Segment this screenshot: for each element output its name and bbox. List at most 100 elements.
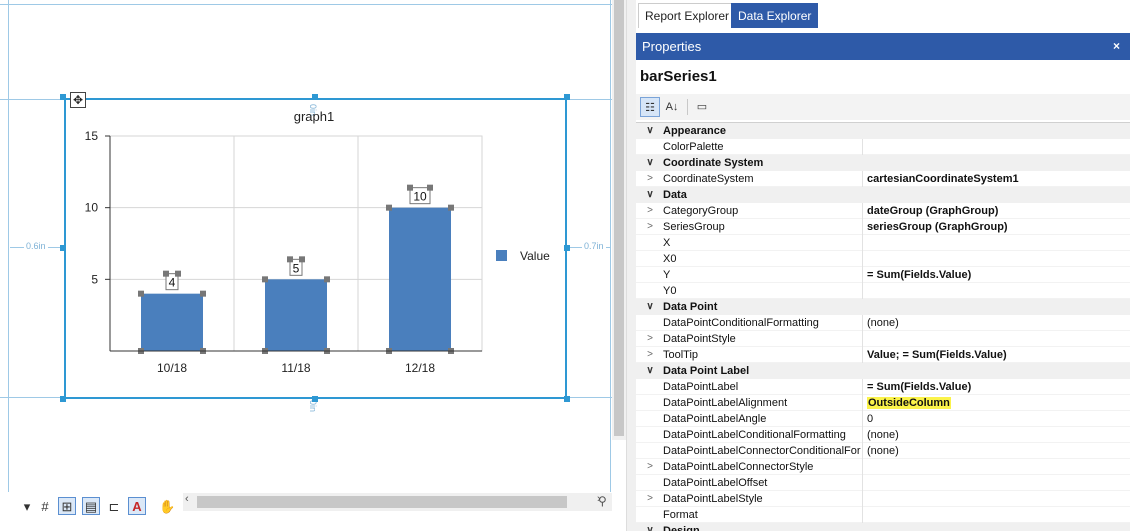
property-row[interactable]: > DataPointStyle	[636, 331, 1130, 347]
dropdown-arrow-icon[interactable]: ▾	[23, 499, 31, 514]
scroll-left-icon[interactable]: ‹	[185, 493, 189, 505]
vertical-scrollbar[interactable]	[612, 0, 626, 440]
property-row[interactable]: > SeriesGroup seriesGroup (GraphGroup)	[636, 219, 1130, 235]
chevron-right-icon[interactable]: >	[647, 173, 653, 184]
panel-splitter[interactable]	[626, 0, 636, 531]
resize-handle-s[interactable]	[312, 396, 318, 402]
property-value[interactable]	[862, 459, 1130, 475]
property-row[interactable]: > DataPointLabelConnectorStyle	[636, 459, 1130, 475]
property-value[interactable]: = Sum(Fields.Value)	[862, 267, 1130, 283]
chevron-down-icon[interactable]: ∨	[646, 157, 654, 168]
property-name: DataPointConditionalFormatting	[663, 317, 819, 329]
property-row[interactable]: Format	[636, 507, 1130, 523]
tab-report-explorer[interactable]: Report Explorer	[638, 3, 737, 28]
report-header-icon[interactable]: ▤	[82, 497, 100, 515]
property-value[interactable]: (none)	[862, 427, 1130, 443]
property-pages-icon[interactable]: ▭	[696, 101, 708, 113]
resize-handle-ne[interactable]	[564, 94, 570, 100]
move-icon[interactable]: ✥	[70, 92, 86, 108]
property-value[interactable]	[862, 491, 1130, 507]
label-selection-handle	[427, 184, 433, 191]
resize-handle-w[interactable]	[60, 245, 66, 251]
property-value[interactable]: OutsideColumn	[862, 395, 1130, 411]
property-row[interactable]: > CategoryGroup dateGroup (GraphGroup)	[636, 203, 1130, 219]
hand-pan-icon[interactable]: ✋	[159, 499, 176, 514]
property-row[interactable]: DataPointLabelAngle 0	[636, 411, 1130, 427]
chevron-right-icon[interactable]: >	[647, 333, 653, 344]
property-value[interactable]: = Sum(Fields.Value)	[862, 379, 1130, 395]
snap-to-grid-icon[interactable]: ⊞	[58, 497, 76, 515]
property-category[interactable]: ∨ Data	[636, 187, 1130, 203]
property-row[interactable]: DataPointLabelConnectorConditionalForm (n…	[636, 443, 1130, 459]
property-row[interactable]: X0	[636, 251, 1130, 267]
property-value[interactable]	[862, 507, 1130, 523]
zoom-icon[interactable]: ⚲	[598, 494, 607, 508]
chevron-down-icon[interactable]: ∨	[646, 301, 654, 312]
property-value[interactable]: cartesianCoordinateSystem1	[862, 171, 1130, 187]
property-value[interactable]	[862, 475, 1130, 491]
property-value[interactable]: dateGroup (GraphGroup)	[862, 203, 1130, 219]
property-name: Data Point Label	[663, 365, 750, 377]
chevron-down-icon[interactable]: ∨	[646, 365, 654, 376]
property-category[interactable]: ∨ Coordinate System	[636, 155, 1130, 171]
property-row[interactable]: DataPointLabelAlignment OutsideColumn	[636, 395, 1130, 411]
resize-handle-se[interactable]	[564, 396, 570, 402]
legend-label: Value	[520, 249, 550, 263]
chevron-right-icon[interactable]: >	[647, 349, 653, 360]
horizontal-scroll-thumb[interactable]	[197, 496, 567, 508]
property-row[interactable]: X	[636, 235, 1130, 251]
property-value[interactable]: 0	[862, 411, 1130, 427]
chevron-right-icon[interactable]: >	[647, 221, 653, 232]
property-row[interactable]: Y0	[636, 283, 1130, 299]
property-row[interactable]: Y = Sum(Fields.Value)	[636, 267, 1130, 283]
chevron-right-icon[interactable]: >	[647, 461, 653, 472]
properties-title: Properties	[642, 39, 702, 54]
property-category[interactable]: ∨ Data Point Label	[636, 363, 1130, 379]
property-value[interactable]	[862, 283, 1130, 299]
close-icon[interactable]: ×	[1112, 39, 1120, 53]
property-value[interactable]: (none)	[862, 443, 1130, 459]
property-value[interactable]: (none)	[862, 315, 1130, 331]
resize-handle-n[interactable]	[312, 94, 318, 100]
chevron-right-icon[interactable]: >	[647, 205, 653, 216]
property-value[interactable]: seriesGroup (GraphGroup)	[862, 219, 1130, 235]
property-row[interactable]: DataPointLabelOffset	[636, 475, 1130, 491]
report-designer-canvas[interactable]: 0.6in 0.7in 0in 0in ✥ graph1 4 5 10 5 10 15 1…	[0, 0, 612, 531]
grid-icon[interactable]: #	[41, 499, 49, 514]
resize-handle-sw[interactable]	[60, 396, 66, 402]
property-row[interactable]: > ToolTip Value; = Sum(Fields.Value)	[636, 347, 1130, 363]
chevron-down-icon[interactable]: ∨	[646, 125, 654, 136]
property-value[interactable]: Value; = Sum(Fields.Value)	[862, 347, 1130, 363]
property-row[interactable]: DataPointLabelConditionalFormatting (none…	[636, 427, 1130, 443]
chevron-down-icon[interactable]: ∨	[646, 189, 654, 200]
property-grid: ∨ Appearance ColorPalette ∨ Coordinate Syste…	[636, 122, 1130, 531]
property-category[interactable]: ∨ Appearance	[636, 123, 1130, 139]
property-name: Design	[663, 525, 700, 531]
text-format-icon[interactable]: A	[128, 497, 146, 515]
property-row[interactable]: ColorPalette	[636, 139, 1130, 155]
vertical-scroll-thumb[interactable]	[614, 0, 624, 436]
property-name: ToolTip	[663, 349, 699, 361]
property-category[interactable]: ∨ Design	[636, 523, 1130, 531]
property-value[interactable]	[862, 235, 1130, 251]
horizontal-scrollbar[interactable]: ‹ ›	[183, 493, 612, 511]
chevron-right-icon[interactable]: >	[647, 493, 653, 504]
property-category[interactable]: ∨ Data Point	[636, 299, 1130, 315]
property-value[interactable]	[862, 251, 1130, 267]
resize-handle-e[interactable]	[564, 245, 570, 251]
x-tick-label: 12/18	[405, 361, 435, 375]
ruler-icon[interactable]: ⊏	[108, 499, 120, 514]
property-row[interactable]: > CoordinateSystem cartesianCoordinateSyst…	[636, 171, 1130, 187]
property-value[interactable]	[862, 139, 1130, 155]
alphabetical-sort-icon[interactable]: A↓	[665, 101, 679, 113]
chevron-down-icon[interactable]: ∨	[646, 525, 654, 531]
property-row[interactable]: > DataPointLabelStyle	[636, 491, 1130, 507]
tab-data-explorer[interactable]: Data Explorer	[731, 3, 819, 28]
label-selection-handle	[175, 270, 181, 277]
categorized-view-icon[interactable]: ☷	[640, 97, 660, 117]
property-row[interactable]: DataPointConditionalFormatting (none)	[636, 315, 1130, 331]
scroll-right-icon[interactable]: ›	[597, 493, 601, 505]
property-row[interactable]: DataPointLabel = Sum(Fields.Value)	[636, 379, 1130, 395]
property-value[interactable]	[862, 331, 1130, 347]
resize-handle-nw[interactable]	[60, 94, 66, 100]
